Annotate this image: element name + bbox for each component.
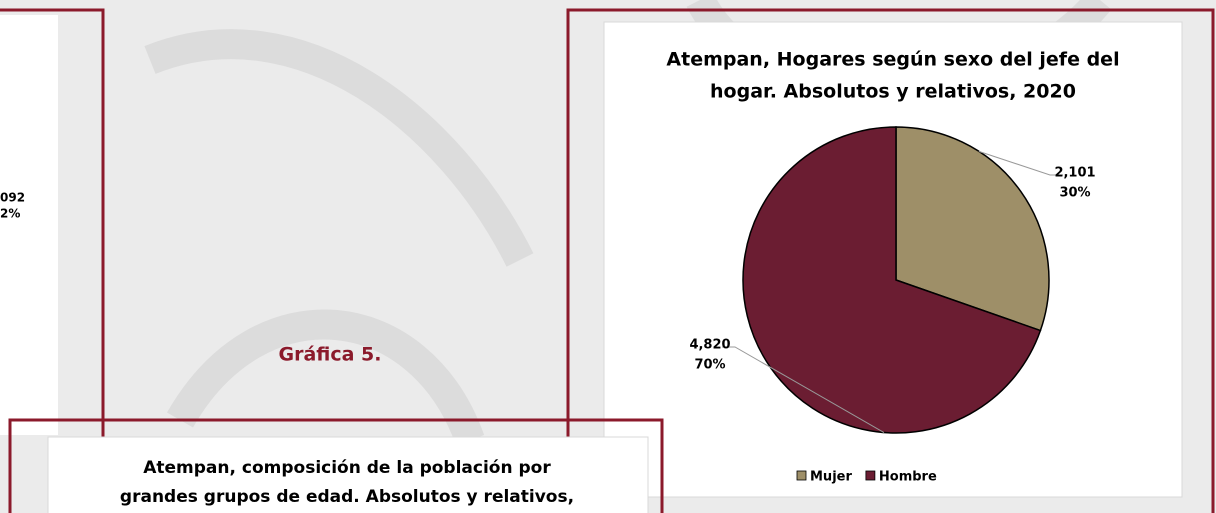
left-panel bbox=[0, 15, 58, 435]
fragment-text: 2% bbox=[0, 207, 20, 221]
data-label: 30% bbox=[1059, 186, 1090, 201]
bottom-title: Atempan, composición de la población por bbox=[143, 458, 551, 478]
fragment-text: 092 bbox=[0, 191, 25, 205]
legend-swatch bbox=[866, 471, 875, 480]
legend-swatch bbox=[797, 471, 806, 480]
data-label: 2,101 bbox=[1054, 166, 1095, 181]
page-canvas: 092 2% Gráfica 5. Atempan, Hogares según… bbox=[0, 0, 1216, 513]
pie bbox=[743, 127, 1049, 433]
data-label: 70% bbox=[694, 358, 725, 373]
caption: Gráfica 5. bbox=[278, 344, 381, 366]
data-label: 4,820 bbox=[689, 338, 730, 353]
legend-label: Mujer bbox=[810, 470, 852, 485]
page: 092 2% Gráfica 5. Atempan, Hogares según… bbox=[0, 0, 1216, 513]
chart-title: Atempan, Hogares según sexo del jefe del bbox=[666, 49, 1119, 71]
legend-label: Hombre bbox=[879, 470, 937, 485]
bottom-title: grandes grupos de edad. Absolutos y rela… bbox=[120, 487, 574, 507]
chart-title: hogar. Absolutos y relativos, 2020 bbox=[710, 81, 1076, 103]
